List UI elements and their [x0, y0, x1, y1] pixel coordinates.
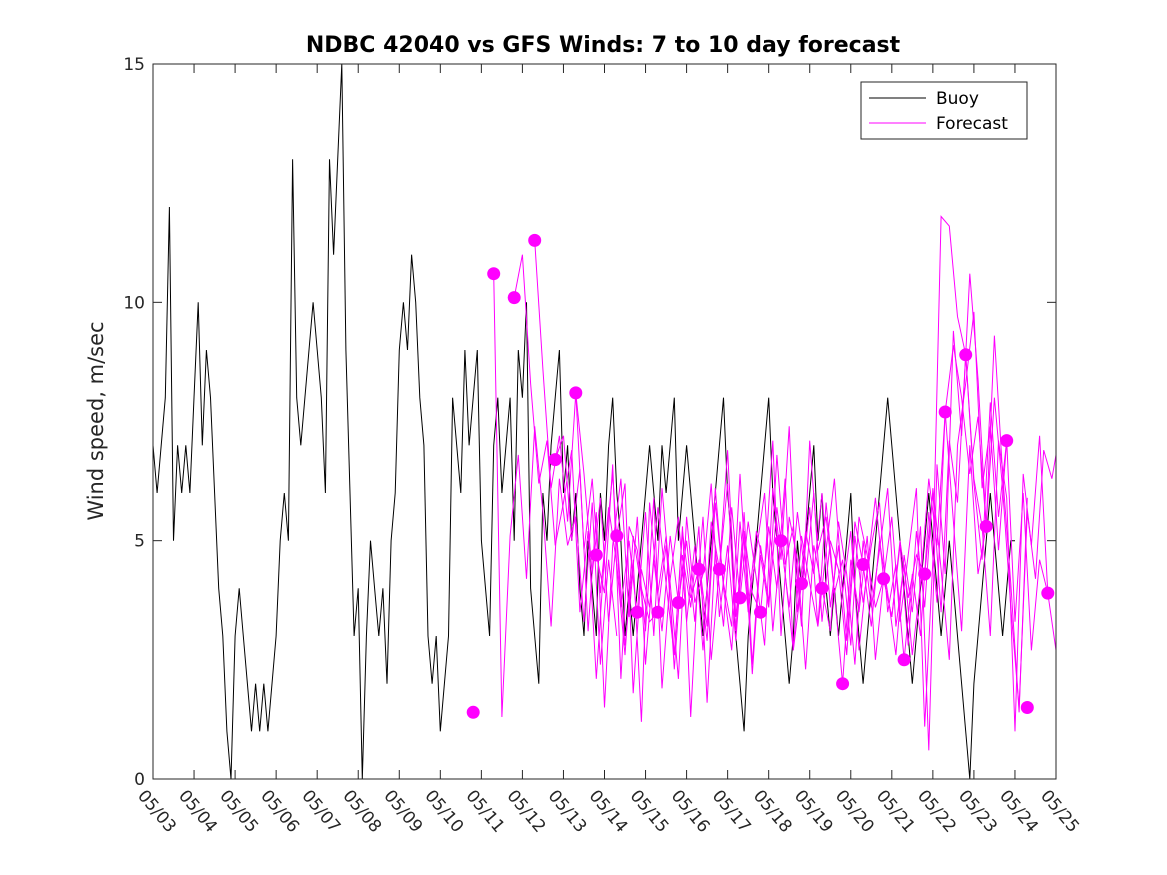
forecast-point-3	[507, 291, 521, 305]
forecast-point-24	[938, 405, 952, 419]
forecast-line-8	[636, 483, 761, 679]
forecast-point-27	[1000, 434, 1014, 448]
forecast-point-11	[671, 596, 685, 610]
y-tick-label: 15	[123, 55, 145, 75]
legend-buoy-label: Buoy	[936, 89, 979, 109]
forecast-line-22	[924, 354, 1049, 732]
forecast-point-26	[979, 519, 993, 533]
forecast-line-14	[760, 478, 885, 651]
legend-box	[860, 81, 1028, 140]
forecast-point-14	[733, 591, 747, 605]
forecast-point-23	[918, 567, 932, 581]
forecast-line-7	[616, 502, 741, 722]
forecast-point-17	[795, 577, 808, 591]
forecast-line-24	[965, 354, 1056, 651]
legend: Buoy Forecast	[860, 81, 1028, 140]
forecast-point-29	[1041, 586, 1055, 600]
forecast-line-15	[780, 492, 905, 660]
forecast-line-17	[821, 411, 946, 665]
y-tick-label: 0	[134, 770, 145, 790]
forecast-point-12	[692, 562, 706, 576]
forecast-point-22	[897, 653, 911, 667]
forecast-point-19	[836, 677, 850, 691]
forecast-point-5	[548, 453, 562, 467]
forecast-point-8	[610, 529, 624, 543]
legend-forecast-label: Forecast	[936, 114, 1008, 134]
forecast-point-7	[589, 548, 603, 562]
forecast-point-25	[959, 348, 973, 362]
forecast-point-13	[712, 562, 726, 576]
plot-area	[153, 64, 1056, 779]
y-tick-label: 10	[123, 293, 145, 313]
forecast-line-1	[493, 273, 618, 718]
forecast-point-18	[815, 581, 829, 595]
forecast-point-28	[1020, 701, 1034, 714]
y-axis-label: Wind speed, m/sec	[84, 321, 108, 520]
forecast-point-16	[774, 534, 788, 548]
forecast-point-15	[754, 605, 767, 619]
forecast-point-21	[877, 572, 891, 586]
forecast-line-23	[944, 397, 1056, 708]
forecast-point-20	[856, 558, 870, 571]
y-axis: 0 5 10 15	[123, 55, 1056, 790]
forecast-point-4	[528, 233, 542, 247]
forecast-line-18	[842, 215, 967, 727]
y-tick-label: 5	[134, 532, 145, 552]
forecast-point-2	[487, 267, 501, 281]
forecast-point-6	[569, 386, 583, 400]
forecast-point-1	[466, 705, 480, 719]
buoy-line	[153, 64, 1015, 779]
chart-title: NDBC 42040 vs GFS Winds: 7 to 10 day for…	[306, 33, 901, 58]
forecast-line-12	[718, 440, 844, 684]
forecast-line-20	[883, 311, 1008, 660]
forecast-point-9	[630, 605, 644, 619]
forecast-point-10	[651, 605, 665, 619]
